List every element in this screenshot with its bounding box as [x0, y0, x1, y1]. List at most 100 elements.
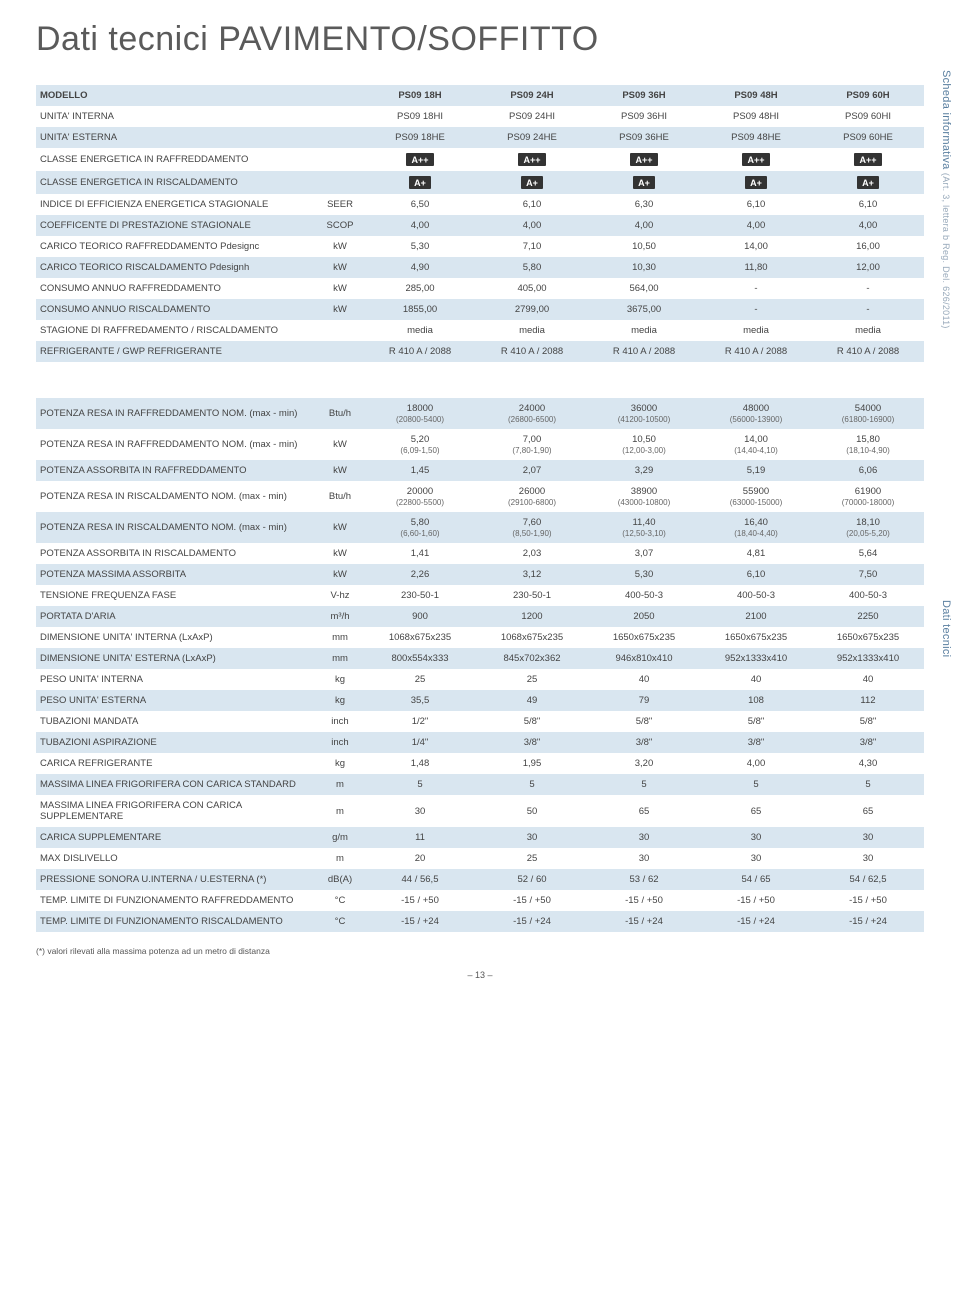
table-row: MASSIMA LINEA FRIGORIFERA CON CARICA STA…	[36, 774, 924, 795]
cell-value: 1,45	[364, 460, 476, 481]
energy-badge: A++	[742, 153, 769, 166]
cell-value: -15 / +24	[476, 911, 588, 932]
cell-value: 1/2"	[364, 711, 476, 732]
cell-value: 30	[700, 827, 812, 848]
row-unit: kg	[316, 753, 364, 774]
row-label: POTENZA ASSORBITA IN RISCALDAMENTO	[36, 543, 316, 564]
cell-value: 112	[812, 690, 924, 711]
cell-subvalue: (20800-5400)	[368, 415, 472, 424]
cell-value: 40	[588, 669, 700, 690]
energy-badge: A++	[854, 153, 881, 166]
cell-value: -	[812, 278, 924, 299]
cell-value: PS09 18HE	[364, 127, 476, 148]
cell-value: 14,00(14,40-4,10)	[700, 429, 812, 460]
cell-value: PS09 24HE	[476, 127, 588, 148]
cell-value: 30	[364, 795, 476, 827]
cell-subvalue: (12,50-3,10)	[592, 529, 696, 538]
cell-value: 6,50	[364, 194, 476, 215]
cell-value: 1650x675x235	[812, 627, 924, 648]
cell-value: A++	[476, 148, 588, 171]
cell-value: 10,50(12,00-3,00)	[588, 429, 700, 460]
row-unit: m	[316, 795, 364, 827]
cell-value: 900	[364, 606, 476, 627]
cell-value: 3675,00	[588, 299, 700, 320]
row-label: POTENZA ASSORBITA IN RAFFREDDAMENTO	[36, 460, 316, 481]
row-unit: °C	[316, 890, 364, 911]
row-unit: kW	[316, 512, 364, 543]
cell-value: 4,00	[812, 215, 924, 236]
row-unit: kW	[316, 278, 364, 299]
cell-value: 4,00	[700, 753, 812, 774]
row-unit: V-hz	[316, 585, 364, 606]
cell-value: PS09 48H	[700, 85, 812, 106]
cell-value: 4,00	[364, 215, 476, 236]
cell-value: 5	[476, 774, 588, 795]
row-unit	[316, 85, 364, 106]
row-unit	[316, 341, 364, 362]
cell-value: 3,12	[476, 564, 588, 585]
cell-value: 845x702x362	[476, 648, 588, 669]
table-row: UNITA' ESTERNAPS09 18HEPS09 24HEPS09 36H…	[36, 127, 924, 148]
row-unit: m	[316, 774, 364, 795]
row-unit: mm	[316, 648, 364, 669]
cell-value: -	[700, 299, 812, 320]
energy-badge: A+	[521, 176, 543, 189]
cell-subvalue: (63000-15000)	[704, 498, 808, 507]
energy-badge: A+	[857, 176, 879, 189]
table-row: POTENZA RESA IN RISCALDAMENTO NOM. (max …	[36, 512, 924, 543]
cell-value: 55900(63000-15000)	[700, 481, 812, 512]
row-unit: m³/h	[316, 606, 364, 627]
cell-value: 11,40(12,50-3,10)	[588, 512, 700, 543]
cell-value: 30	[700, 848, 812, 869]
cell-value: 10,30	[588, 257, 700, 278]
cell-value: 2250	[812, 606, 924, 627]
cell-value: 400-50-3	[812, 585, 924, 606]
cell-value: 2,26	[364, 564, 476, 585]
row-unit: inch	[316, 711, 364, 732]
cell-value: 1,41	[364, 543, 476, 564]
cell-value: 1,95	[476, 753, 588, 774]
cell-value: 400-50-3	[700, 585, 812, 606]
cell-value: 564,00	[588, 278, 700, 299]
table-row: CARICO TEORICO RISCALDAMENTO PdesignhkW4…	[36, 257, 924, 278]
cell-subvalue: (14,40-4,10)	[704, 446, 808, 455]
row-label: CARICA SUPPLEMENTARE	[36, 827, 316, 848]
cell-value: 5,30	[588, 564, 700, 585]
table-row: TUBAZIONI ASPIRAZIONEinch1/4"3/8"3/8"3/8…	[36, 732, 924, 753]
cell-value: 800x554x333	[364, 648, 476, 669]
cell-value: 2,03	[476, 543, 588, 564]
cell-subvalue: (61800-16900)	[816, 415, 920, 424]
cell-value: 40	[812, 669, 924, 690]
table-row: CONSUMO ANNUO RAFFREDDAMENTOkW285,00405,…	[36, 278, 924, 299]
row-unit	[316, 148, 364, 171]
table-row: UNITA' INTERNAPS09 18HIPS09 24HIPS09 36H…	[36, 106, 924, 127]
cell-value: 24000(26800-6500)	[476, 398, 588, 429]
cell-value: 4,00	[588, 215, 700, 236]
table-row: CARICO TEORICO RAFFREDDAMENTO PdesignckW…	[36, 236, 924, 257]
cell-value: 1650x675x235	[700, 627, 812, 648]
cell-value: R 410 A / 2088	[588, 341, 700, 362]
row-label: PESO UNITA' INTERNA	[36, 669, 316, 690]
cell-value: 5,19	[700, 460, 812, 481]
cell-value: -15 / +24	[812, 911, 924, 932]
cell-value: 7,50	[812, 564, 924, 585]
cell-value: 40	[700, 669, 812, 690]
cell-subvalue: (6,60-1,60)	[368, 529, 472, 538]
cell-value: 65	[812, 795, 924, 827]
cell-value: 30	[476, 827, 588, 848]
cell-value: 36000(41200-10500)	[588, 398, 700, 429]
row-label: REFRIGERANTE / GWP REFRIGERANTE	[36, 341, 316, 362]
cell-value: 4,90	[364, 257, 476, 278]
cell-value: 5	[700, 774, 812, 795]
cell-value: 65	[700, 795, 812, 827]
cell-value: 25	[364, 669, 476, 690]
table-row: POTENZA ASSORBITA IN RAFFREDDAMENTOkW1,4…	[36, 460, 924, 481]
row-unit	[316, 127, 364, 148]
cell-value: 6,10	[476, 194, 588, 215]
cell-value: PS09 48HE	[700, 127, 812, 148]
cell-value: -15 / +50	[364, 890, 476, 911]
row-unit: kW	[316, 564, 364, 585]
table-row: COEFFICENTE DI PRESTAZIONE STAGIONALESCO…	[36, 215, 924, 236]
table-row: POTENZA RESA IN RISCALDAMENTO NOM. (max …	[36, 481, 924, 512]
cell-value: 30	[588, 827, 700, 848]
